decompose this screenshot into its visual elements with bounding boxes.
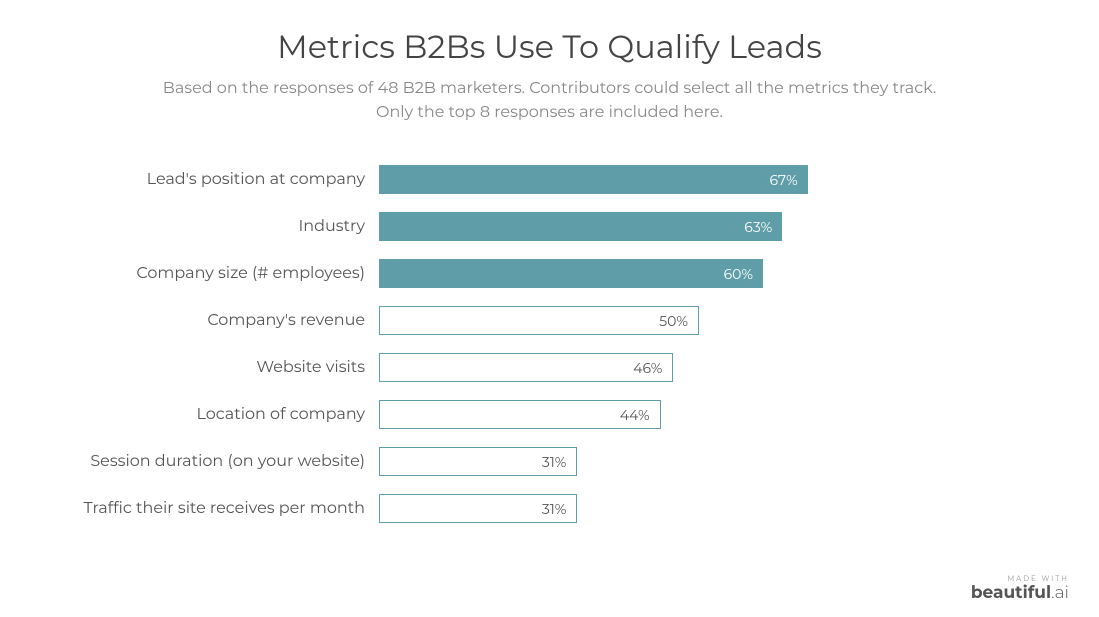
bar-value: 50%: [659, 312, 688, 330]
bar-row: Website visits 46%: [70, 353, 1029, 382]
chart-subtitle: Based on the responses of 48 B2B markete…: [140, 77, 960, 125]
subtitle-line-2: Only the top 8 responses are included he…: [376, 103, 723, 122]
bar-label: Company size (# employees): [70, 264, 379, 283]
bar-track: 44%: [379, 400, 1019, 429]
bar: 31%: [379, 447, 577, 476]
bar-track: 63%: [379, 212, 1019, 241]
bar-label: Lead's position at company: [70, 170, 379, 189]
bar-track: 50%: [379, 306, 1019, 335]
bar: 50%: [379, 306, 699, 335]
bar-row: Company size (# employees) 60%: [70, 259, 1029, 288]
bar: 46%: [379, 353, 673, 382]
bar-row: Company's revenue 50%: [70, 306, 1029, 335]
bar-row: Session duration (on your website) 31%: [70, 447, 1029, 476]
chart-container: Metrics B2Bs Use To Qualify Leads Based …: [0, 0, 1099, 617]
bar-label: Session duration (on your website): [70, 452, 379, 471]
bar: 67%: [379, 165, 808, 194]
bar-value: 63%: [744, 218, 772, 236]
bar-label: Website visits: [70, 358, 379, 377]
bar-value: 31%: [542, 453, 567, 471]
bar-value: 67%: [770, 171, 798, 189]
bar-track: 60%: [379, 259, 1019, 288]
brand-bold: beautiful: [971, 583, 1051, 603]
bar-label: Location of company: [70, 405, 379, 424]
bar-track: 67%: [379, 165, 1019, 194]
attribution-top: MADE WITH: [971, 574, 1069, 583]
brand-light: .ai: [1051, 583, 1069, 603]
attribution-brand: beautiful.ai: [971, 583, 1069, 603]
bar-row: Traffic their site receives per month 31%: [70, 494, 1029, 523]
bar: 31%: [379, 494, 577, 523]
bar-track: 31%: [379, 447, 1019, 476]
bar-value: 31%: [542, 500, 567, 518]
bar-row: Industry 63%: [70, 212, 1029, 241]
bar-track: 31%: [379, 494, 1019, 523]
bar-value: 60%: [724, 265, 753, 283]
bar-value: 46%: [633, 359, 662, 377]
bar: 44%: [379, 400, 661, 429]
bar-track: 46%: [379, 353, 1019, 382]
bar-row: Location of company 44%: [70, 400, 1029, 429]
subtitle-line-1: Based on the responses of 48 B2B markete…: [163, 79, 936, 98]
bar-label: Industry: [70, 217, 379, 236]
bar: 63%: [379, 212, 782, 241]
attribution: MADE WITH beautiful.ai: [971, 574, 1069, 603]
bar-value: 44%: [620, 406, 650, 424]
bar-row: Lead's position at company 67%: [70, 165, 1029, 194]
bar: 60%: [379, 259, 763, 288]
bar-label: Company's revenue: [70, 311, 379, 330]
chart-title: Metrics B2Bs Use To Qualify Leads: [70, 28, 1029, 67]
bar-chart: Lead's position at company 67% Industry 63%…: [70, 165, 1029, 523]
bar-label: Traffic their site receives per month: [70, 499, 379, 518]
